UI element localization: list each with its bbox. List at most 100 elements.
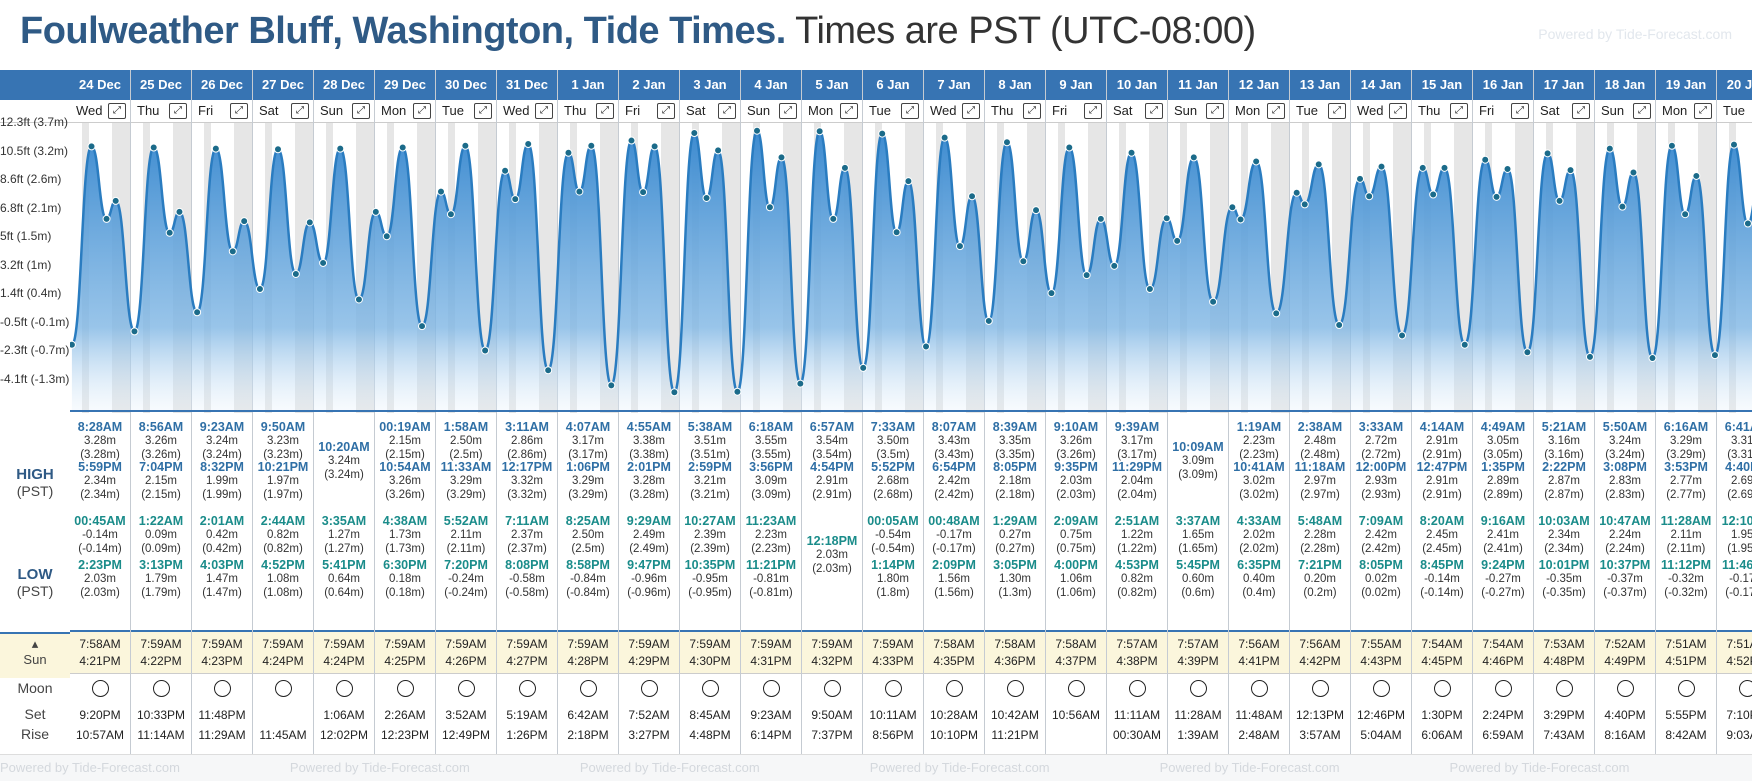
expand-icon[interactable]: ⤢ [1023, 103, 1041, 119]
tide-point [816, 128, 823, 135]
rise-label: Rise [0, 726, 70, 742]
l1-tide: 00:45AM -0.14m (-0.14m) [70, 514, 130, 556]
l1-tide: 5:48AM 2.28m (2.28m) [1290, 514, 1350, 556]
day-date: 2 Jan [619, 70, 679, 100]
l2-tide: 6:35PM 0.40m (0.4m) [1229, 558, 1289, 600]
l2-tide: 9:47PM -0.96m (-0.96m) [619, 558, 679, 600]
expand-icon[interactable]: ⤢ [169, 103, 187, 119]
y-axis-tick: 5ft (1.5m) [0, 229, 68, 243]
expand-icon[interactable]: ⤢ [596, 103, 614, 119]
l2-tide: 8:58PM -0.84m (-0.84m) [558, 558, 618, 600]
tide-point [1556, 197, 1563, 204]
expand-icon[interactable]: ⤢ [535, 103, 553, 119]
expand-icon[interactable]: ⤢ [474, 103, 492, 119]
h2-tide: 2:01PM 3.28m (3.28m) [619, 460, 679, 502]
tide-point [1482, 156, 1489, 163]
expand-icon[interactable]: ⤢ [1694, 103, 1712, 119]
moon-times: 7:10PM9:03AM [1717, 674, 1752, 754]
tide-point [383, 233, 390, 240]
l2-tide: 8:08PM -0.58m (-0.58m) [497, 558, 557, 600]
y-axis-tick: -2.3ft (-0.7m) [0, 343, 68, 357]
expand-icon[interactable]: ⤢ [1328, 103, 1346, 119]
moon-phase-icon [153, 680, 170, 697]
l1-tide: 10:47AM 2.24m (2.24m) [1595, 514, 1655, 556]
day-name: Fri⤢ [1473, 100, 1533, 123]
expand-icon[interactable]: ⤢ [413, 103, 431, 119]
day-date: 26 Dec [192, 70, 252, 100]
expand-icon[interactable]: ⤢ [840, 103, 858, 119]
tide-point [320, 259, 327, 266]
moon-phase-icon [1434, 680, 1451, 697]
day-name: Mon⤢ [1656, 100, 1716, 123]
moon-phase-icon [275, 680, 292, 697]
moon-phase-icon [519, 680, 536, 697]
expand-icon[interactable]: ⤢ [901, 103, 919, 119]
h2-tide: 8:05PM 2.18m (2.18m) [985, 460, 1045, 502]
h2-tide: 3:08PM 2.83m (2.83m) [1595, 460, 1655, 502]
expand-icon[interactable]: ⤢ [291, 103, 309, 119]
h1-tide: 8:56AM 3.26m (3.26m) [131, 420, 191, 462]
tide-point [1399, 332, 1406, 339]
expand-icon[interactable]: ⤢ [108, 103, 126, 119]
tide-point [419, 323, 426, 330]
tide-point [1586, 353, 1593, 360]
h2-tide: 3:53PM 2.77m (2.77m) [1656, 460, 1716, 502]
expand-icon[interactable]: ⤢ [352, 103, 370, 119]
expand-icon[interactable]: ⤢ [1572, 103, 1590, 119]
tide-point [229, 248, 236, 255]
moon-phase-icon [1678, 680, 1695, 697]
l2-tide: 1:14PM 1.80m (1.8m) [863, 558, 923, 600]
y-axis-tick: 1.4ft (0.4m) [0, 286, 68, 300]
h1-tide: 10:20AM 3.24m (3.24m) [314, 440, 374, 482]
tide-point [1378, 163, 1385, 170]
day-name: Tue⤢ [1290, 100, 1350, 123]
expand-icon[interactable]: ⤢ [1450, 103, 1468, 119]
expand-icon[interactable]: ⤢ [1633, 103, 1651, 119]
tide-point [1163, 215, 1170, 222]
l1-tide: 00:05AM -0.54m (-0.54m) [863, 514, 923, 556]
expand-icon[interactable]: ⤢ [1267, 103, 1285, 119]
expand-icon[interactable]: ⤢ [718, 103, 736, 119]
tide-point [502, 167, 509, 174]
expand-icon[interactable]: ⤢ [1084, 103, 1102, 119]
expand-icon[interactable]: ⤢ [1145, 103, 1163, 119]
day-name: Sun⤢ [314, 100, 374, 123]
expand-icon[interactable]: ⤢ [779, 103, 797, 119]
day-date: 14 Jan [1351, 70, 1411, 100]
day-date: 6 Jan [863, 70, 923, 100]
moon-phase-icon [946, 680, 963, 697]
expand-icon[interactable]: ⤢ [230, 103, 248, 119]
l1-tide: 12:18PM 2.03m (2.03m) [802, 534, 862, 576]
moon-phase-icon [1190, 680, 1207, 697]
expand-icon[interactable]: ⤢ [1511, 103, 1529, 119]
y-axis-tick: 10.5ft (3.2m) [0, 144, 68, 158]
expand-icon[interactable]: ⤢ [657, 103, 675, 119]
expand-icon[interactable]: ⤢ [1389, 103, 1407, 119]
l2-tide: 11:12PM -0.32m (-0.32m) [1656, 558, 1716, 600]
moon-phase-icon [641, 680, 658, 697]
high-label: HIGH(PST) [0, 466, 70, 499]
expand-icon[interactable]: ⤢ [962, 103, 980, 119]
y-axis-tick: 12.3ft (3.7m) [0, 115, 68, 129]
day-date: 16 Jan [1473, 70, 1533, 100]
tide-point [754, 127, 761, 134]
expand-icon[interactable]: ⤢ [1206, 103, 1224, 119]
moon-phase-icon [214, 680, 231, 697]
day-date: 30 Dec [436, 70, 496, 100]
tide-point [1441, 164, 1448, 171]
tide-point [941, 134, 948, 141]
